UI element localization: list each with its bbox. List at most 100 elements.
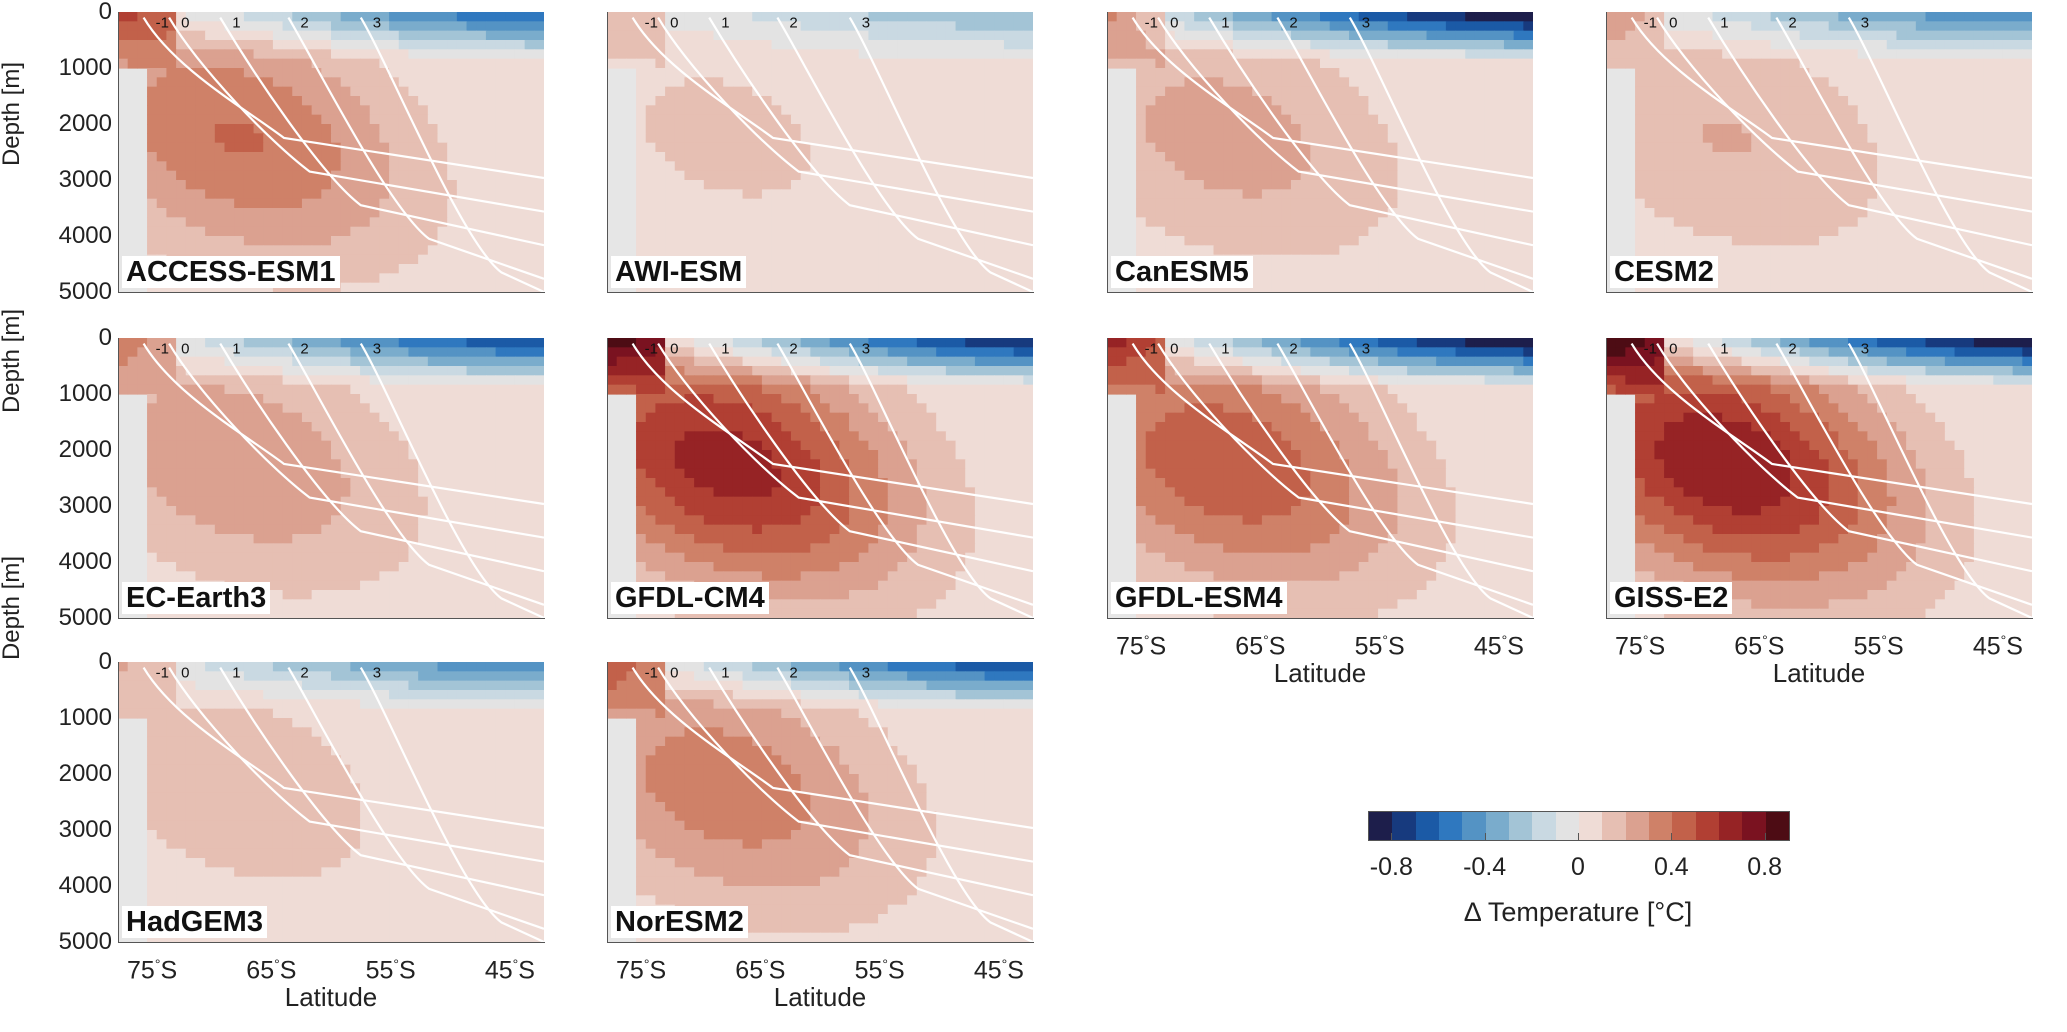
field-cell: [723, 58, 734, 69]
field-cell: [1702, 180, 1714, 190]
field-cell: [195, 245, 206, 256]
field-cell: [1503, 180, 1515, 190]
field-cell: [916, 254, 928, 265]
field-cell: [1760, 21, 1772, 32]
field-cell: [1906, 217, 1917, 228]
field-cell: [771, 40, 782, 50]
field-cell: [1673, 68, 1685, 78]
field-cell: [1368, 282, 1379, 292]
field-cell: [1271, 77, 1282, 88]
field-cell: [1174, 142, 1186, 153]
field-cell: [849, 12, 860, 22]
field-cell: [1184, 12, 1195, 22]
field-cell: [1300, 105, 1311, 116]
field-cell: [514, 96, 526, 106]
field-cell: [1174, 40, 1186, 50]
field-cell: [1174, 208, 1186, 218]
field-cell: [360, 152, 371, 162]
field-cell: [887, 96, 899, 106]
field-cell: [1213, 30, 1224, 41]
field-cell: [1145, 58, 1157, 69]
field-cell: [1867, 124, 1878, 134]
field-cell: [1886, 77, 1898, 88]
field-cell: [398, 105, 410, 116]
field-cell: [476, 170, 487, 181]
field-cell: [1445, 217, 1457, 228]
field-cell: [771, 152, 782, 162]
field-cell: [984, 254, 995, 265]
field-cell: [379, 208, 390, 218]
field-cell: [674, 58, 686, 69]
field-cell: [897, 226, 908, 237]
field-cell: [849, 114, 860, 125]
field-cell: [752, 273, 763, 284]
field-cell: [205, 245, 216, 256]
field-cell: [1906, 208, 1917, 218]
field-cell: [1964, 40, 1975, 50]
field-cell: [713, 245, 724, 256]
field-cell: [418, 226, 429, 237]
field-cell: [907, 189, 918, 200]
field-cell: [2012, 96, 2023, 106]
field-cell: [476, 68, 487, 78]
field-cell: [321, 40, 332, 50]
field-cell: [505, 12, 516, 22]
field-cell: [800, 161, 811, 172]
field-cell: [994, 254, 1005, 265]
field-cell: [1349, 245, 1360, 256]
field-cell: [466, 96, 477, 106]
field-cell: [1848, 49, 1859, 60]
field-cell: [1693, 245, 1704, 256]
field-cell: [147, 86, 158, 97]
field-cell: [389, 86, 400, 97]
field-cell: [1242, 96, 1253, 106]
field-cell: [1983, 254, 1994, 265]
field-cell: [878, 282, 889, 292]
field-cell: [742, 86, 753, 97]
field-cell: [945, 273, 957, 284]
field-cell: [955, 124, 966, 134]
field-cell: [1261, 133, 1273, 144]
field-cell: [1310, 152, 1321, 162]
field-cell: [1741, 49, 1752, 60]
field-cell: [1925, 21, 1936, 32]
field-cell: [495, 124, 506, 134]
field-cell: [195, 77, 206, 88]
field-cell: [456, 208, 468, 218]
field-cell: [1281, 58, 1292, 69]
field-cell: [820, 273, 831, 284]
field-cell: [1339, 40, 1350, 50]
field-cell: [713, 77, 724, 88]
field-cell: [292, 161, 303, 172]
field-cell: [311, 217, 322, 228]
field-cell: [645, 226, 657, 237]
field-cell: [1925, 12, 1936, 22]
field-cell: [427, 12, 439, 22]
field-cell: [1407, 264, 1418, 274]
field-cell: [1944, 49, 1956, 60]
field-cell: [1770, 77, 1781, 88]
field-cell: [447, 40, 458, 50]
field-cell: [1644, 49, 1656, 60]
field-cell: [311, 245, 322, 256]
field-cell: [505, 180, 516, 190]
field-cell: [1136, 58, 1147, 69]
field-cell: [1300, 133, 1311, 144]
field-cell: [147, 40, 158, 50]
field-cell: [694, 236, 705, 246]
field-cell: [1339, 198, 1350, 209]
field-cell: [476, 217, 487, 228]
field-cell: [1474, 208, 1486, 218]
field-cell: [1877, 245, 1888, 256]
field-cell: [771, 273, 782, 284]
field-cell: [1789, 208, 1801, 218]
field-cell: [742, 30, 753, 41]
field-cell: [810, 86, 821, 97]
field-cell: [1503, 86, 1515, 97]
field-cell: [1271, 86, 1282, 97]
field-cell: [645, 236, 657, 246]
field-cell: [965, 189, 976, 200]
field-cell: [1203, 161, 1215, 172]
field-cell: [1731, 21, 1743, 32]
field-cell: [858, 236, 870, 246]
